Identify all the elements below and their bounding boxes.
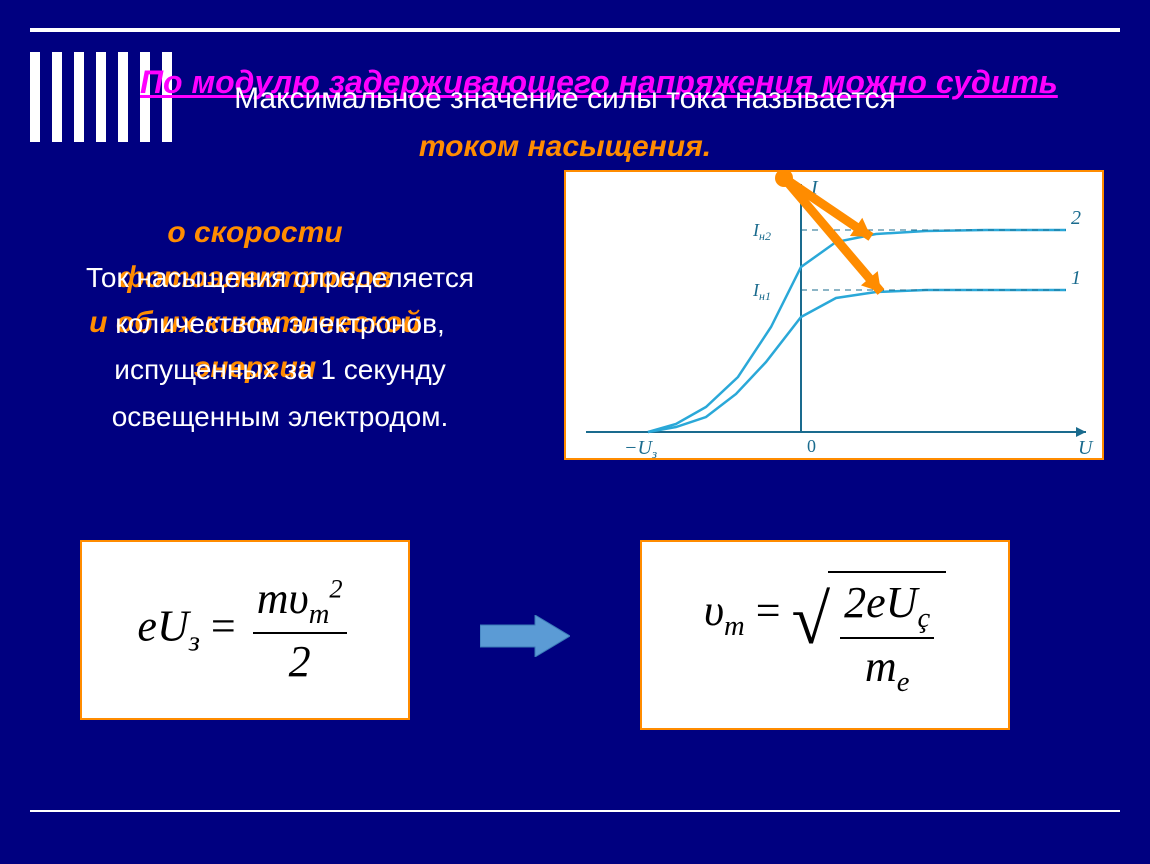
formula-velocity: υm = √ 2eUç me [640,540,1010,730]
iv-chart: 1Iн12Iн2IU0−Uз [564,170,1104,460]
t2l1: о скорости [167,216,342,249]
f1-lhs-a: eU [137,601,188,650]
f1-num-a: m [257,574,289,623]
text-saturation-explain: Ток насыщения определяется количеством э… [80,255,480,440]
f2-den-a: m [865,642,897,691]
svg-text:−Uз: −Uз [624,437,657,458]
text1-b: током насыщения. [419,130,711,163]
svg-text:2: 2 [1071,207,1081,229]
svg-text:1: 1 [1071,267,1081,289]
svg-text:Iн2: Iн2 [752,220,771,243]
iv-chart-svg: 1Iн12Iн2IU0−Uз [566,172,1102,458]
arrow-implies [480,615,570,657]
f2-lhs-a: υ [704,586,724,635]
f2-num-a: 2eU [844,578,917,627]
f1-num-sup: 2 [329,573,342,603]
f1-den: 2 [285,634,315,687]
f2-num-sub: ç [917,603,930,634]
text-saturation-defn: Максимальное значение силы тока называет… [205,75,925,171]
f1-num-b: υ [289,574,309,623]
f1-lhs-sub: з [189,626,200,657]
top-rule [30,28,1120,32]
svg-text:U: U [1078,437,1094,458]
svg-text:0: 0 [807,436,816,456]
text1-a: Максимальное значение силы тока называет… [234,82,896,115]
f1-num-sub: m [309,598,330,629]
svg-text:Iн1: Iн1 [752,280,771,303]
f2-lhs-sub: m [724,611,745,642]
f2-den-sub: e [897,667,910,698]
formula-kinetic: eUз = mυm2 2 [80,540,410,720]
bottom-rule [30,810,1120,812]
